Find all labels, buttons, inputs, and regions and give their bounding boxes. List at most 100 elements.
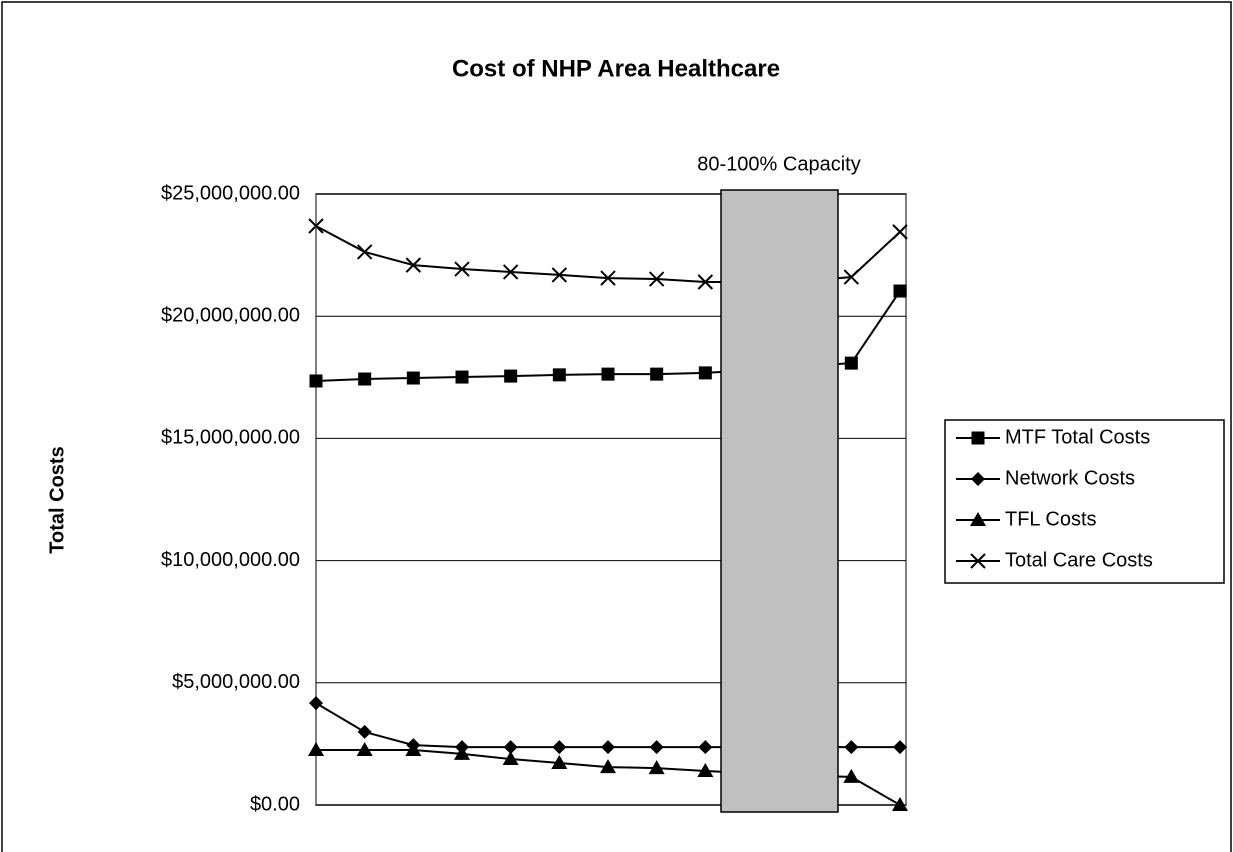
annotation: 80-100% Capacity <box>697 153 860 175</box>
marker <box>970 553 986 569</box>
marker-shape <box>971 472 985 486</box>
marker <box>309 696 323 711</box>
y-tick-label: $20,000,000.00 <box>161 304 300 326</box>
marker-shape <box>697 274 714 290</box>
marker <box>551 754 568 769</box>
marker <box>405 742 422 757</box>
marker <box>893 284 907 298</box>
marker-shape <box>600 270 616 286</box>
marker-shape <box>503 740 518 755</box>
marker-shape <box>843 768 860 783</box>
marker <box>455 370 469 384</box>
marker <box>698 740 713 755</box>
marker <box>601 367 615 381</box>
marker <box>502 264 519 280</box>
marker-shape <box>893 740 907 755</box>
marker-shape <box>551 267 568 283</box>
marker <box>971 472 985 486</box>
marker <box>970 512 986 526</box>
marker-shape <box>455 370 469 384</box>
marker <box>552 368 566 382</box>
marker <box>843 768 860 783</box>
marker <box>552 740 567 755</box>
marker-shape <box>843 269 860 285</box>
marker-shape <box>648 760 665 775</box>
marker <box>551 267 568 283</box>
marker-shape <box>698 740 713 755</box>
marker-shape <box>308 218 324 234</box>
marker <box>892 224 908 240</box>
marker-shape <box>970 512 986 526</box>
marker <box>405 257 422 273</box>
marker-shape <box>844 740 859 755</box>
marker <box>308 742 324 757</box>
capacity-band <box>720 189 839 813</box>
marker-shape <box>844 356 858 370</box>
marker-shape <box>356 244 373 260</box>
marker-shape <box>892 224 908 240</box>
marker-shape <box>971 431 985 445</box>
marker <box>454 745 470 760</box>
marker <box>697 274 714 290</box>
marker-shape <box>309 374 323 388</box>
marker-shape <box>358 372 372 386</box>
marker <box>309 374 323 388</box>
y-tick-label: $0.00 <box>250 793 300 815</box>
marker <box>356 742 373 757</box>
y-axis-title: Total Costs <box>46 446 68 553</box>
marker-shape <box>648 271 665 287</box>
legend-box <box>944 419 1225 584</box>
marker-shape <box>601 740 615 755</box>
marker <box>502 751 519 766</box>
marker <box>601 740 615 755</box>
marker <box>650 367 664 381</box>
marker-shape <box>405 742 422 757</box>
marker <box>844 740 859 755</box>
marker-shape <box>406 371 420 385</box>
marker <box>843 269 860 285</box>
marker-shape <box>892 797 908 811</box>
marker-shape <box>502 751 519 766</box>
marker-shape <box>552 368 566 382</box>
marker <box>454 261 470 277</box>
marker <box>503 740 518 755</box>
marker-shape <box>552 740 567 755</box>
marker <box>697 763 714 778</box>
y-tick-label: $5,000,000.00 <box>172 671 300 693</box>
marker <box>406 371 420 385</box>
marker <box>648 271 665 287</box>
legend-label: TFL Costs <box>1005 508 1097 530</box>
marker-shape <box>405 257 422 273</box>
marker-shape <box>698 366 712 380</box>
marker-shape <box>502 264 519 280</box>
marker <box>504 369 518 383</box>
marker-shape <box>308 742 324 757</box>
marker-shape <box>357 724 372 739</box>
marker <box>600 270 616 286</box>
marker-shape <box>551 754 568 769</box>
legend-label: MTF Total Costs <box>1005 426 1150 448</box>
y-tick-label: $25,000,000.00 <box>161 182 300 204</box>
y-tick-label: $15,000,000.00 <box>161 427 300 449</box>
marker-shape <box>650 367 664 381</box>
chart-title: Cost of NHP Area Healthcare <box>452 55 780 82</box>
legend-label: Total Care Costs <box>1005 549 1153 571</box>
marker <box>356 244 373 260</box>
marker <box>358 372 372 386</box>
marker-shape <box>649 740 664 755</box>
marker <box>357 724 372 739</box>
marker-shape <box>697 763 714 778</box>
marker-shape <box>454 261 470 277</box>
marker-shape <box>600 759 616 774</box>
marker <box>649 740 664 755</box>
marker-shape <box>356 742 373 757</box>
marker <box>893 740 907 755</box>
marker-shape <box>454 745 470 760</box>
marker <box>971 431 985 445</box>
marker <box>600 759 616 774</box>
marker <box>648 760 665 775</box>
marker-shape <box>504 369 518 383</box>
marker <box>892 797 908 811</box>
y-tick-label: $10,000,000.00 <box>161 549 300 571</box>
